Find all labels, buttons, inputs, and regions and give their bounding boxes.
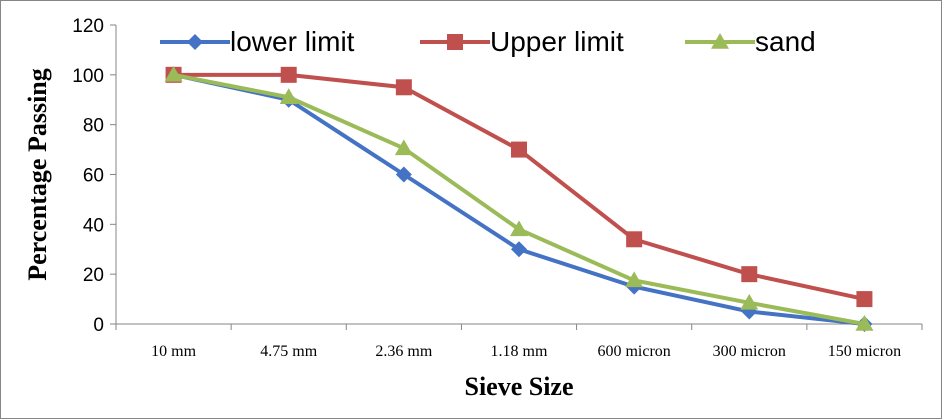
data-point-upper-limit — [395, 79, 412, 96]
legend-marker-lower-limit — [187, 34, 203, 50]
data-point-upper-limit — [511, 141, 527, 158]
data-point-upper-limit — [280, 66, 297, 83]
y-tick-label: 60 — [83, 166, 104, 187]
y-tick-label: 0 — [93, 315, 104, 336]
y-tick-label: 40 — [83, 215, 104, 236]
y-tick-label: 100 — [72, 66, 104, 87]
legend: lower limit Upper limit sand — [160, 26, 816, 57]
data-point-sand — [164, 65, 183, 82]
x-tick-label: 10 mm — [151, 343, 196, 360]
series-line-lower-limit — [173, 72, 865, 326]
data-point-lower-limit — [395, 166, 412, 183]
data-point-lower-limit — [511, 241, 527, 258]
x-tick-label: 1.18 mm — [491, 343, 548, 360]
legend-marker-upper-limit — [447, 34, 463, 50]
data-point-sand — [279, 88, 298, 105]
x-tick-label: 600 micron — [597, 343, 670, 360]
series-line-sand — [173, 72, 865, 326]
x-tick-label: 150 micron — [828, 343, 901, 360]
legend-marker-sand — [711, 33, 729, 49]
legend-label-sand: sand — [755, 26, 816, 57]
series-line-upper-limit — [173, 72, 865, 302]
x-tick-label: 4.75 mm — [260, 343, 317, 360]
series-lower-limit — [165, 66, 873, 332]
x-axis-title: Sieve Size — [464, 372, 573, 401]
x-tick-label: 2.36 mm — [375, 343, 432, 360]
legend-label-upper-limit: Upper limit — [490, 26, 624, 57]
y-axis-title: Percentage Passing — [23, 68, 52, 281]
data-point-upper-limit — [626, 231, 643, 248]
data-point-sand — [740, 293, 759, 310]
data-point-upper-limit — [856, 291, 873, 308]
data-point-sand — [855, 315, 874, 331]
data-point-sand — [625, 271, 644, 288]
y-tick-label: 20 — [83, 265, 104, 286]
axes: 0 20 40 60 80 100 120 10 mm 4.75 mm 2.36 mm 1.18 m… — [72, 16, 923, 360]
y-tick-label: 120 — [72, 16, 104, 37]
data-point-sand — [510, 220, 528, 237]
series-layer — [164, 65, 874, 332]
x-tick-label: 300 micron — [713, 343, 786, 360]
y-tick-label: 80 — [83, 116, 104, 137]
legend-label-lower-limit: lower limit — [230, 26, 355, 57]
data-point-sand — [394, 139, 413, 156]
data-point-upper-limit — [741, 266, 758, 283]
series-sand — [164, 65, 874, 331]
series-upper-limit — [165, 66, 873, 308]
